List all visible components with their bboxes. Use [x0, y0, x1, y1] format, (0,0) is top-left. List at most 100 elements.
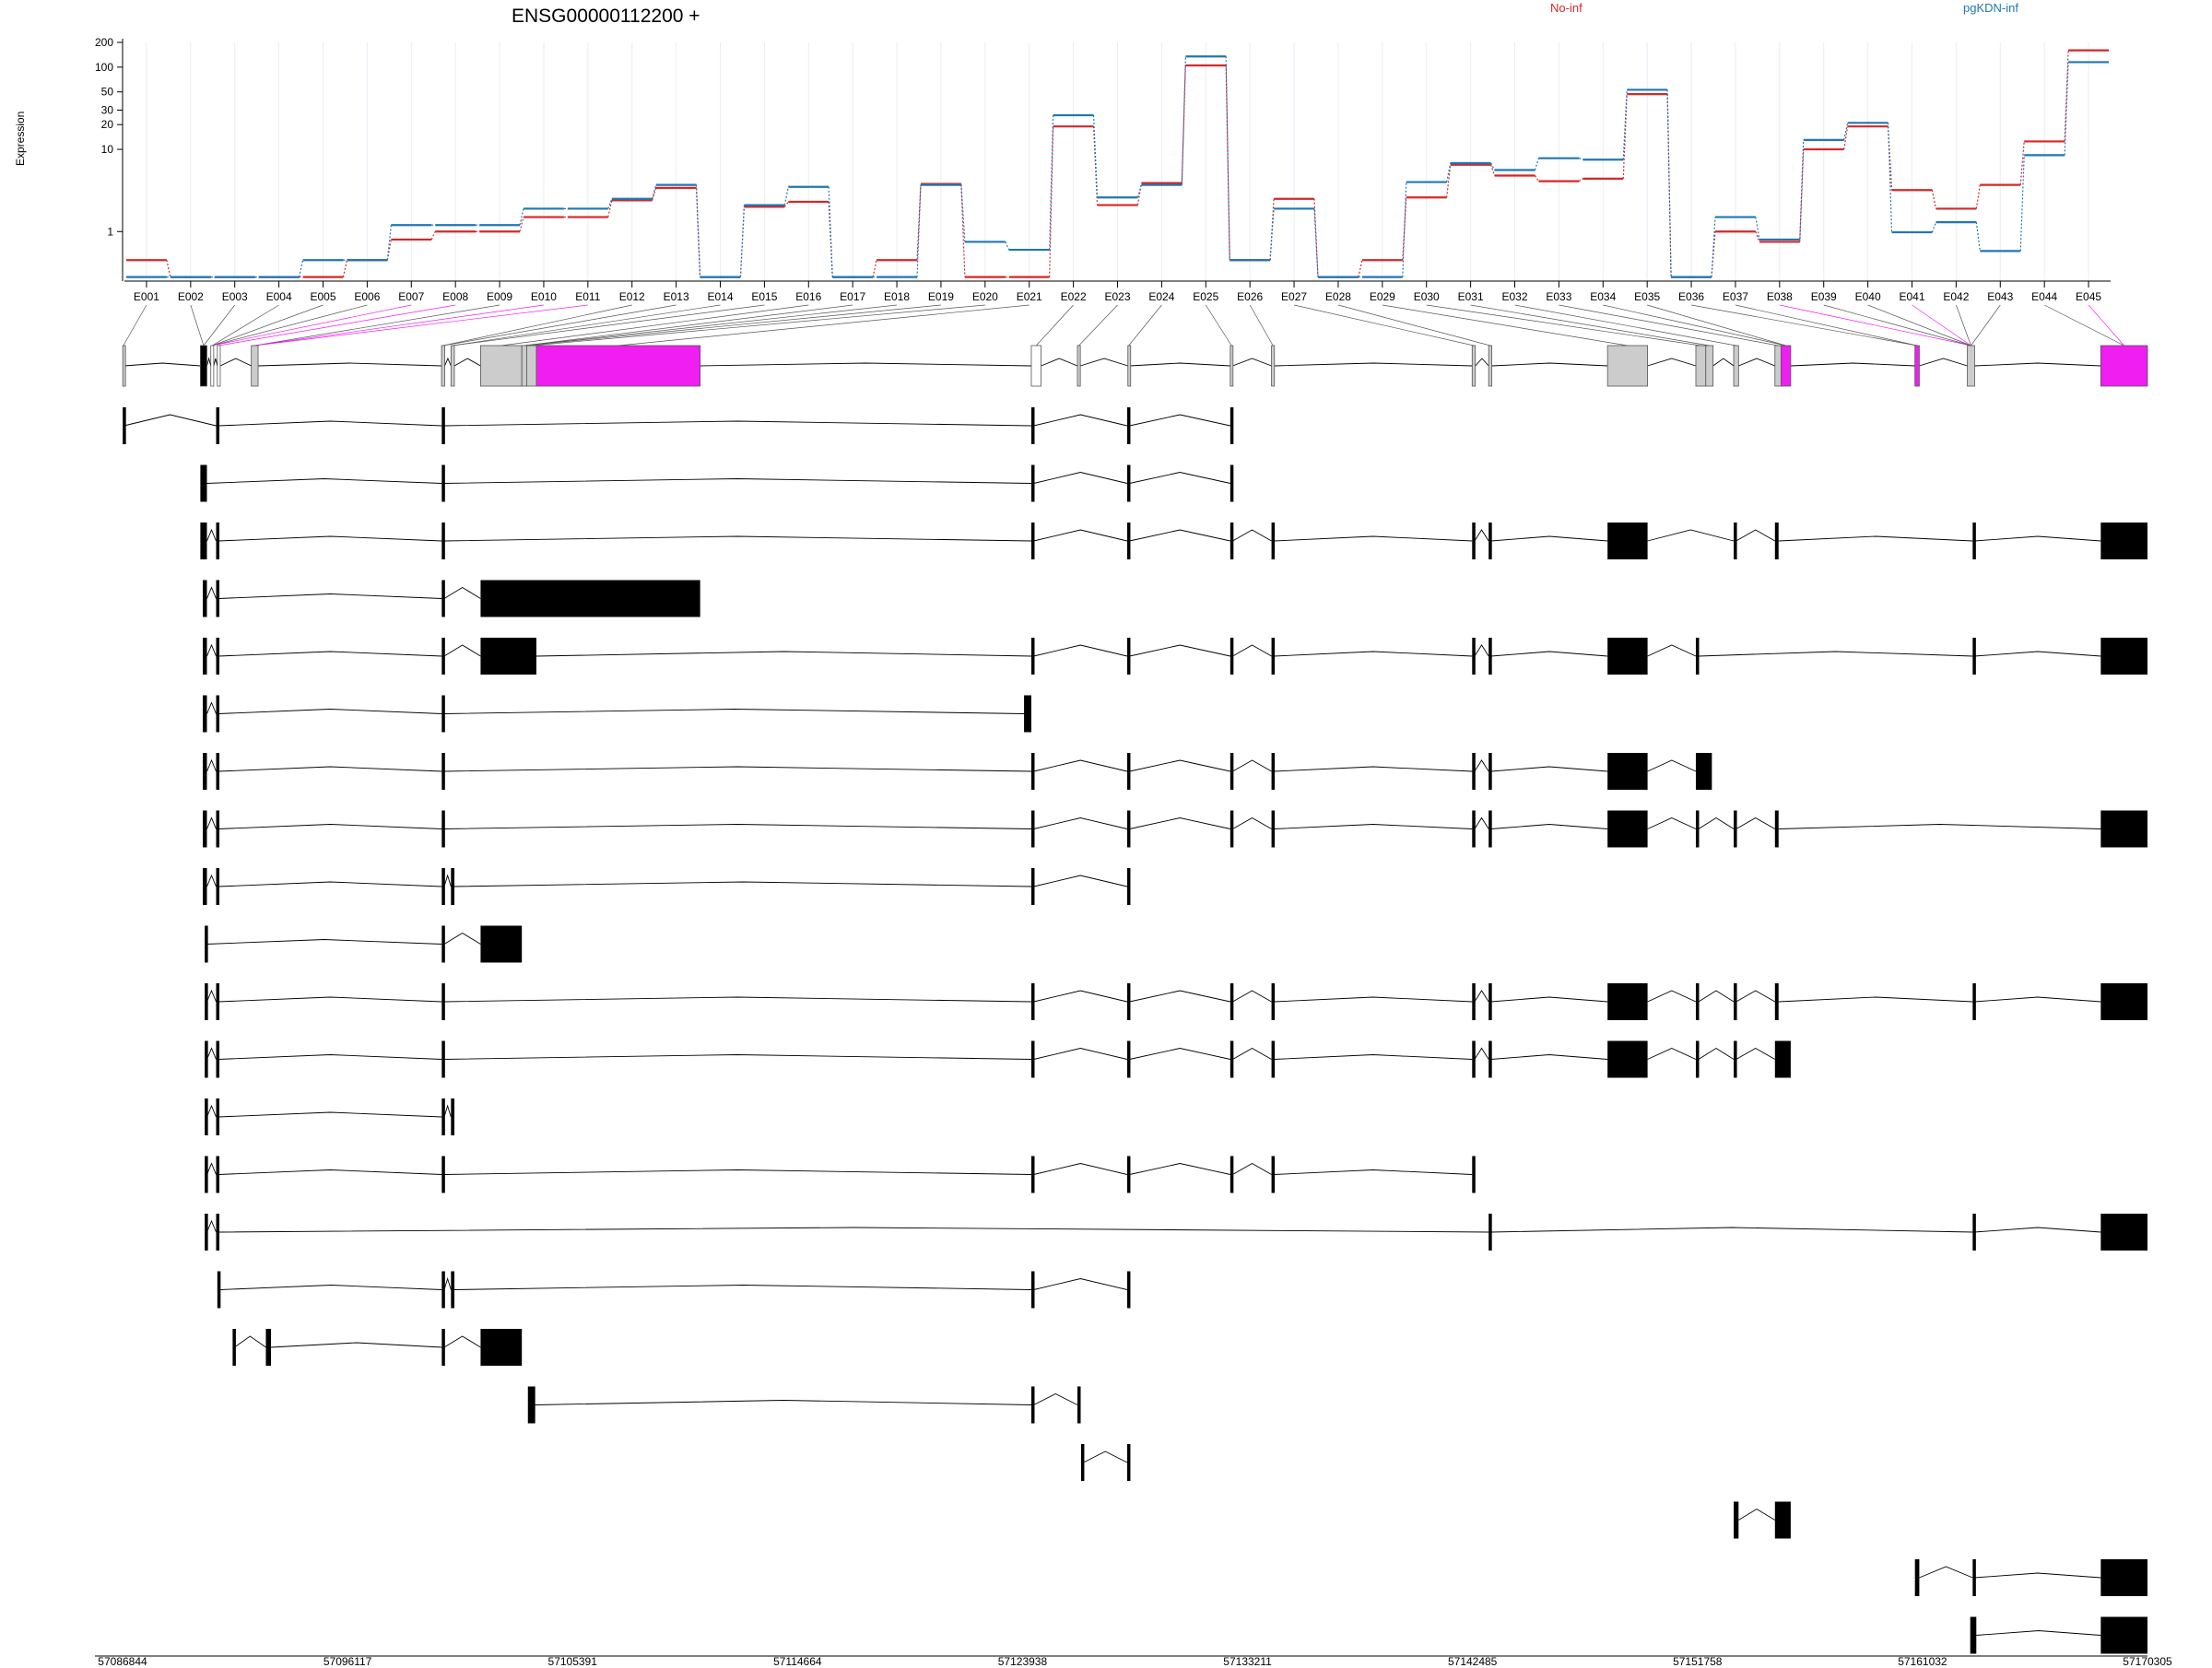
transcript-exon	[1607, 983, 1648, 1020]
exon-connector	[1078, 304, 1118, 347]
gene-model-exon	[199, 345, 207, 387]
expression-step-connector	[1975, 184, 1981, 209]
transcript-intron	[218, 709, 442, 714]
transcript-intron	[443, 824, 1031, 829]
transcript-intron	[218, 824, 442, 829]
transcript	[217, 1271, 1131, 1309]
exon-connector	[1426, 304, 1701, 347]
coord-label: 57161032	[1898, 1655, 1947, 1668]
transcript-intron	[124, 414, 217, 427]
gene-model-intron	[1738, 358, 1775, 367]
transcript	[527, 1386, 1081, 1424]
expression-step-connector	[1490, 162, 1496, 170]
transcript-exon	[441, 753, 445, 790]
transcript-intron	[1033, 1048, 1128, 1060]
transcript-exon	[1695, 753, 1712, 790]
exon-label: E011	[575, 290, 600, 303]
transcript-intron	[206, 989, 217, 1003]
transcript-exon	[1488, 523, 1492, 559]
gene-model-exon	[1471, 345, 1477, 387]
y-tick-label: 50	[101, 86, 114, 99]
gene-model-intron	[1974, 362, 2101, 367]
transcript-exon	[441, 407, 445, 444]
transcript-exon	[1126, 983, 1131, 1020]
transcript-exon	[216, 1098, 220, 1135]
exon-label: E007	[398, 290, 424, 303]
exon-connector	[2088, 304, 2124, 347]
expression-step-connector	[2019, 141, 2025, 185]
transcript-intron	[1129, 1048, 1230, 1060]
transcript-exon	[2100, 638, 2147, 675]
expression-step-connector	[916, 183, 922, 261]
exon-label: E038	[1767, 290, 1793, 303]
expression-step-connector	[960, 183, 966, 277]
gene-model-intron	[453, 358, 481, 367]
transcript-exon	[1914, 1559, 1920, 1596]
transcript	[232, 1329, 523, 1366]
expression-step-connector	[739, 205, 746, 277]
exon-label: E001	[134, 290, 159, 303]
transcript-intron	[1698, 1047, 1735, 1060]
transcript-exon	[480, 925, 523, 963]
expression-step-connector	[1843, 126, 1849, 150]
exon-label: E010	[531, 290, 557, 303]
transcript-exon	[1607, 1040, 1648, 1078]
transcript-exon	[441, 810, 445, 848]
y-tick-label: 100	[95, 61, 113, 74]
transcript-intron	[1129, 644, 1230, 657]
transcript-intron	[1738, 1508, 1776, 1521]
exon-connector	[123, 304, 147, 347]
expression-step-connector	[1446, 164, 1452, 198]
transcript-intron	[1474, 644, 1489, 657]
expression-step-connector	[1358, 260, 1363, 277]
transcript-exon	[1126, 868, 1131, 905]
gene-model-intron	[444, 357, 452, 367]
transcript-exon	[1774, 983, 1779, 1020]
transcript-intron	[218, 1111, 442, 1118]
transcript-intron	[1490, 1054, 1608, 1060]
y-axis-label: Expression	[14, 112, 27, 166]
expression-step-connector	[783, 201, 789, 207]
transcript-intron	[1647, 759, 1697, 772]
genomic-coordinate-axis: 57086844 57096117 57105391 57114664 57123938…	[95, 1655, 2172, 1668]
transcript-exon	[1972, 1559, 1976, 1596]
transcript	[205, 925, 523, 963]
gene-model-intron	[1647, 358, 1697, 367]
transcript-exon	[1230, 638, 1234, 675]
transcript-exon	[1472, 638, 1476, 675]
exon-connector	[254, 304, 588, 347]
gene-model-intron	[1491, 362, 1608, 367]
transcript-exon	[441, 983, 445, 1020]
transcript-intron	[1974, 535, 2101, 542]
transcript-intron	[1274, 1054, 1473, 1060]
gene-model-intron	[1919, 358, 1968, 367]
expression-step-connector	[695, 184, 701, 277]
transcript-exon	[265, 1329, 271, 1366]
transcript-exon	[1774, 1040, 1791, 1078]
gene-model-exon	[1030, 345, 1041, 387]
exon-label: E033	[1546, 290, 1571, 303]
expression-step-connector	[1534, 175, 1539, 182]
transcript-intron	[218, 881, 442, 887]
transcript-exon	[1126, 753, 1131, 790]
transcript-exon	[441, 464, 445, 502]
transcript-exon	[203, 810, 207, 848]
transcript-intron	[1474, 529, 1489, 542]
exon-connector	[1779, 304, 1971, 347]
transcript-intron	[1033, 990, 1128, 1003]
transcript-intron	[1033, 529, 1128, 542]
transcripts	[123, 407, 2147, 1654]
transcript-intron	[1033, 414, 1128, 427]
expression-step-connector	[1711, 217, 1716, 277]
transcript-intron	[443, 709, 1025, 714]
transcript-intron	[1778, 996, 1973, 1003]
transcript-exon	[205, 1214, 208, 1251]
transcript-exon	[1126, 1444, 1131, 1481]
expression-step-connector	[1622, 94, 1628, 179]
gene-model-intron	[258, 362, 442, 367]
exon-connector	[1249, 304, 1274, 347]
expression-step-connector	[1975, 222, 1981, 252]
transcript-intron	[270, 1342, 442, 1348]
transcript-exon	[216, 753, 220, 790]
coord-label: 57170305	[2123, 1655, 2172, 1668]
